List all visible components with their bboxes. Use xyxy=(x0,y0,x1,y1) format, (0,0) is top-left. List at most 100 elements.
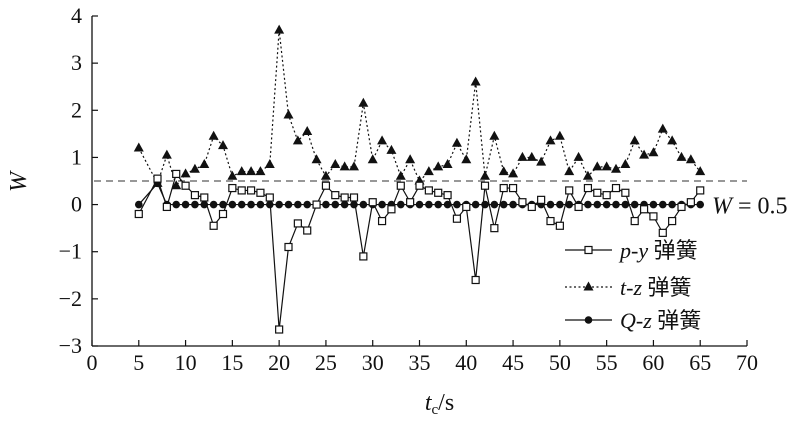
data-point-t-z-spring xyxy=(461,154,472,164)
data-point-q-z-spring xyxy=(649,200,658,209)
data-point-q-z-spring xyxy=(359,200,368,209)
data-point-p-y-spring xyxy=(209,221,218,230)
data-point-q-z-spring xyxy=(658,200,667,209)
data-point-t-z-spring xyxy=(236,166,247,176)
data-point-t-z-spring xyxy=(283,109,294,119)
data-point-q-z-spring xyxy=(556,200,564,209)
data-point-p-y-spring xyxy=(153,174,162,183)
data-point-p-y-spring xyxy=(396,181,405,190)
legend-swatch-marker xyxy=(584,316,593,324)
x-tick-label: 20 xyxy=(268,350,290,375)
data-point-t-z-spring xyxy=(423,166,434,176)
data-point-q-z-spring xyxy=(696,200,705,209)
data-point-p-y-spring xyxy=(312,200,321,209)
data-point-p-y-spring xyxy=(434,188,443,197)
data-point-p-y-spring xyxy=(415,181,424,190)
data-point-t-z-spring xyxy=(517,151,528,161)
data-point-p-y-spring xyxy=(518,198,527,207)
data-point-t-z-spring xyxy=(526,151,537,161)
y-tick-label: −3 xyxy=(59,333,82,358)
data-point-q-z-spring xyxy=(509,200,517,209)
x-tick-label: 60 xyxy=(642,350,664,375)
data-point-p-y-spring xyxy=(284,242,293,252)
data-point-t-z-spring xyxy=(330,159,341,168)
data-point-p-y-spring xyxy=(256,188,265,197)
data-point-p-y-spring xyxy=(677,202,686,212)
data-point-t-z-spring xyxy=(611,163,621,173)
series-line-p-y-spring xyxy=(138,172,701,330)
data-point-p-y-spring xyxy=(555,221,564,230)
data-point-p-y-spring xyxy=(565,186,574,195)
data-point-p-y-spring xyxy=(686,198,695,207)
data-point-t-z-spring xyxy=(199,159,210,168)
x-tick-label: 30 xyxy=(362,350,384,375)
data-point-p-y-spring xyxy=(462,202,471,212)
y-axis-title: W xyxy=(6,170,32,192)
data-point-q-z-spring xyxy=(415,200,424,209)
data-point-t-z-spring xyxy=(367,154,378,164)
x-tick-label: 50 xyxy=(549,350,571,375)
series-line-t-z-spring xyxy=(138,30,701,187)
data-point-t-z-spring xyxy=(208,130,219,140)
data-point-q-z-spring xyxy=(134,200,143,209)
data-point-q-z-spring xyxy=(546,200,555,209)
data-point-t-z-spring xyxy=(601,161,612,171)
data-point-p-y-spring xyxy=(368,198,377,207)
data-point-t-z-spring xyxy=(657,123,668,133)
data-point-p-y-spring xyxy=(546,216,555,226)
legend-label-symbol: p-y xyxy=(618,238,648,263)
data-point-t-z-spring xyxy=(311,154,322,164)
data-point-t-z-spring xyxy=(218,140,228,150)
data-point-q-z-spring xyxy=(584,200,592,209)
data-point-q-z-spring xyxy=(471,200,480,209)
threshold-label-value: = 0.5 xyxy=(732,194,788,220)
legend-label: Q-z 弹簧 xyxy=(620,308,701,333)
data-point-p-y-spring xyxy=(377,216,387,226)
data-point-q-z-spring xyxy=(219,200,227,209)
y-tick-label: −1 xyxy=(59,239,82,264)
x-tick-label: 0 xyxy=(87,350,98,375)
data-point-t-z-spring xyxy=(227,170,238,180)
data-point-p-y-spring xyxy=(162,202,171,212)
data-point-q-z-spring xyxy=(172,200,181,209)
data-point-q-z-spring xyxy=(331,200,340,209)
data-point-q-z-spring xyxy=(490,200,499,209)
data-point-p-y-spring xyxy=(303,226,312,235)
data-point-t-z-spring xyxy=(489,130,500,140)
legend-label-suffix: 弹簧 xyxy=(652,308,702,333)
data-point-p-y-spring xyxy=(621,188,630,197)
data-point-p-y-spring xyxy=(246,186,256,195)
data-point-q-z-spring xyxy=(256,200,265,209)
data-point-p-y-spring xyxy=(424,186,433,195)
data-point-t-z-spring xyxy=(180,168,191,178)
data-point-p-y-spring xyxy=(293,219,302,228)
data-point-p-y-spring xyxy=(696,186,705,195)
data-point-p-y-spring xyxy=(218,209,228,219)
data-point-p-y-spring xyxy=(200,193,209,202)
y-tick-label: 4 xyxy=(71,3,82,28)
data-point-q-z-spring xyxy=(322,200,330,209)
data-point-t-z-spring xyxy=(377,135,388,145)
data-point-q-z-spring xyxy=(602,200,611,209)
data-point-p-y-spring xyxy=(406,198,415,207)
data-point-q-z-spring xyxy=(191,200,199,209)
data-point-p-y-spring xyxy=(639,205,649,214)
x-tick-label: 55 xyxy=(596,350,618,375)
data-point-t-z-spring xyxy=(320,170,331,180)
axes: 0 5 10 15 20 25 30 35 40 45 50 55 60 65 70 −3 −2 −1 0 1 2 3 4 W… xyxy=(6,3,758,418)
data-point-t-z-spring xyxy=(573,151,584,161)
data-point-p-y-spring xyxy=(602,191,611,200)
data-point-q-z-spring xyxy=(303,200,312,209)
data-point-p-y-spring xyxy=(134,209,143,219)
y-tick-label: 1 xyxy=(71,144,82,169)
x-tick-label: 40 xyxy=(455,350,477,375)
data-point-t-z-spring xyxy=(676,151,687,161)
x-axis-title-symbol: t xyxy=(425,390,433,416)
data-point-t-z-spring xyxy=(620,159,631,168)
y-tick-label: 3 xyxy=(71,50,82,75)
x-tick-label: 70 xyxy=(736,350,758,375)
legend-label: t-z 弹簧 xyxy=(620,275,692,300)
data-point-t-z-spring xyxy=(451,137,462,147)
series-p-y-spring xyxy=(134,169,705,334)
x-tick-label: 15 xyxy=(221,350,243,375)
